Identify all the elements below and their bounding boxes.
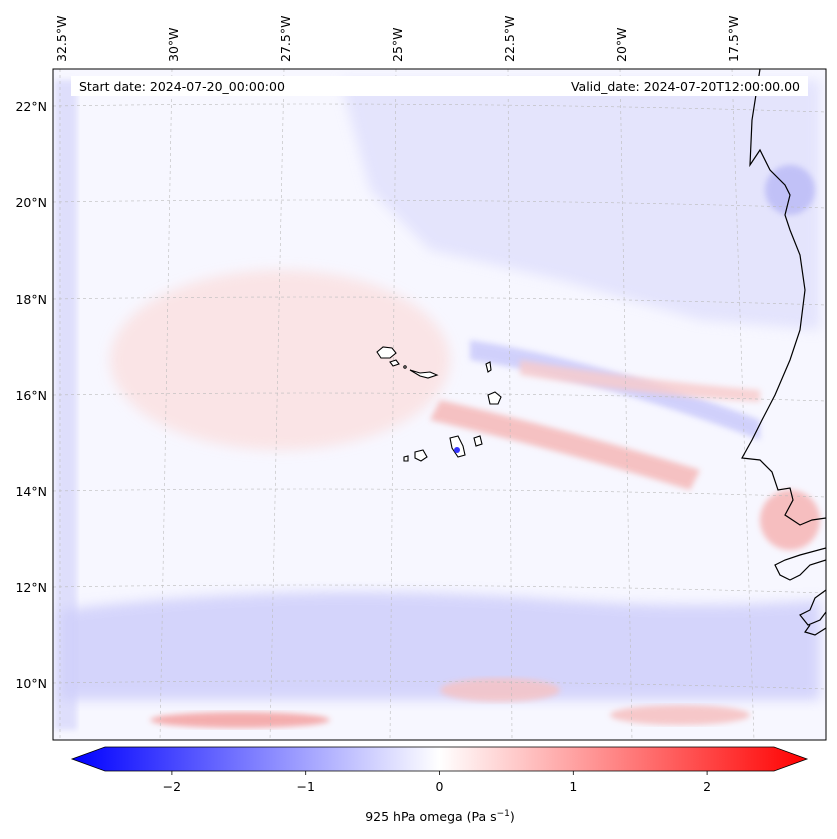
omega-field-south-red-2 [440,678,560,702]
gridline-lon-17-5w [731,68,755,741]
omega-field-central-red [110,270,450,450]
omega-field-red-streak-2 [520,360,760,402]
island-santiago [449,435,466,458]
omega-field [55,80,820,730]
colorbar-tick-label: −1 [296,779,314,794]
gridline-lat-22n [52,103,827,113]
gridline-lat-10n [52,680,827,690]
island-boa-vista [487,391,502,405]
colorbar-ticks: −2 −1 0 1 2 [163,771,711,794]
omega-field-red-streak-1 [430,400,700,490]
map-frame [52,68,827,741]
lon-label-32-5w: 32.5°W [54,16,69,62]
colorbar-tick-label: −2 [163,779,181,794]
cape-verde-islands [376,346,502,462]
island-santa-luzia [403,365,407,369]
omega-field-southern-blue [60,592,820,700]
island-sao-vicente [389,359,400,367]
omega-field-south-red-1 [150,712,330,728]
coastline-bijagos [799,589,826,626]
lon-label-27-5w: 27.5°W [278,16,293,62]
island-sao-nicolau [409,369,439,379]
omega-field-west-edge [55,80,77,730]
lon-label-17-5w: 17.5°W [726,16,741,62]
colorbar-tick-label: 0 [436,779,444,794]
colorbar: −2 −1 0 1 2 925 hPa omega (Pa s−1) [70,746,809,824]
omega-field-coast-red [760,490,820,550]
coastline [741,69,826,636]
gridline-lon-30w [159,68,173,741]
lat-label-22n: 22°N [15,99,47,114]
gridline-lat-12n [52,584,827,594]
lon-label-22-5w: 22.5°W [502,16,517,62]
gridline-lon-27-5w [269,68,285,741]
gridline-lon-20w [619,68,633,741]
island-santo-antao [376,346,397,359]
gridline-lon-25w [389,68,397,741]
lat-labels: 22°N 20°N 18°N 16°N 14°N 12°N 10°N [15,99,47,691]
gridline-lat-20n [52,199,827,209]
lon-labels: 32.5°W 30°W 27.5°W 25°W 22.5°W 20°W 17.5… [54,16,741,62]
lat-label-14n: 14°N [15,484,47,499]
colorbar-body [70,746,809,772]
lat-label-20n: 20°N [15,195,47,210]
colorbar-tick-label: 1 [569,779,577,794]
coastline-africa [741,69,826,526]
island-brava [403,455,409,462]
annotation-box [71,76,808,96]
santiago-updraft-spot [454,447,460,453]
map-panel: Start date: 2024-07-20_00:00:00 Valid_da… [52,68,827,741]
colorbar-label: 925 hPa omega (Pa s−1) [365,809,515,824]
island-sal [485,361,492,373]
gridline-lat-16n [52,392,827,402]
coastline-islands-south [804,624,826,636]
island-fogo [414,449,428,462]
lat-label-10n: 10°N [15,676,47,691]
island-maio [473,435,483,447]
start-date-label: Start date: 2024-07-20_00:00:00 [79,79,285,94]
lon-label-25w: 25°W [390,27,405,62]
lon-label-20w: 20°W [614,27,629,62]
lat-label-18n: 18°N [15,292,47,307]
omega-field-south-red-3 [610,705,750,725]
coastline-guinea-bissau [774,547,826,581]
lon-label-30w: 30°W [166,27,181,62]
lat-label-12n: 12°N [15,580,47,595]
colorbar-tick-label: 2 [703,779,711,794]
gridline-lon-22-5w [507,68,513,741]
gridline-lat-18n [52,296,827,306]
lat-label-16n: 16°N [15,388,47,403]
omega-field-northern-subsidence [340,80,820,330]
valid-date-label: Valid_date: 2024-07-20T12:00:00.00 [571,79,800,94]
gridline-lat-14n [52,488,827,498]
gridlines [52,68,827,741]
